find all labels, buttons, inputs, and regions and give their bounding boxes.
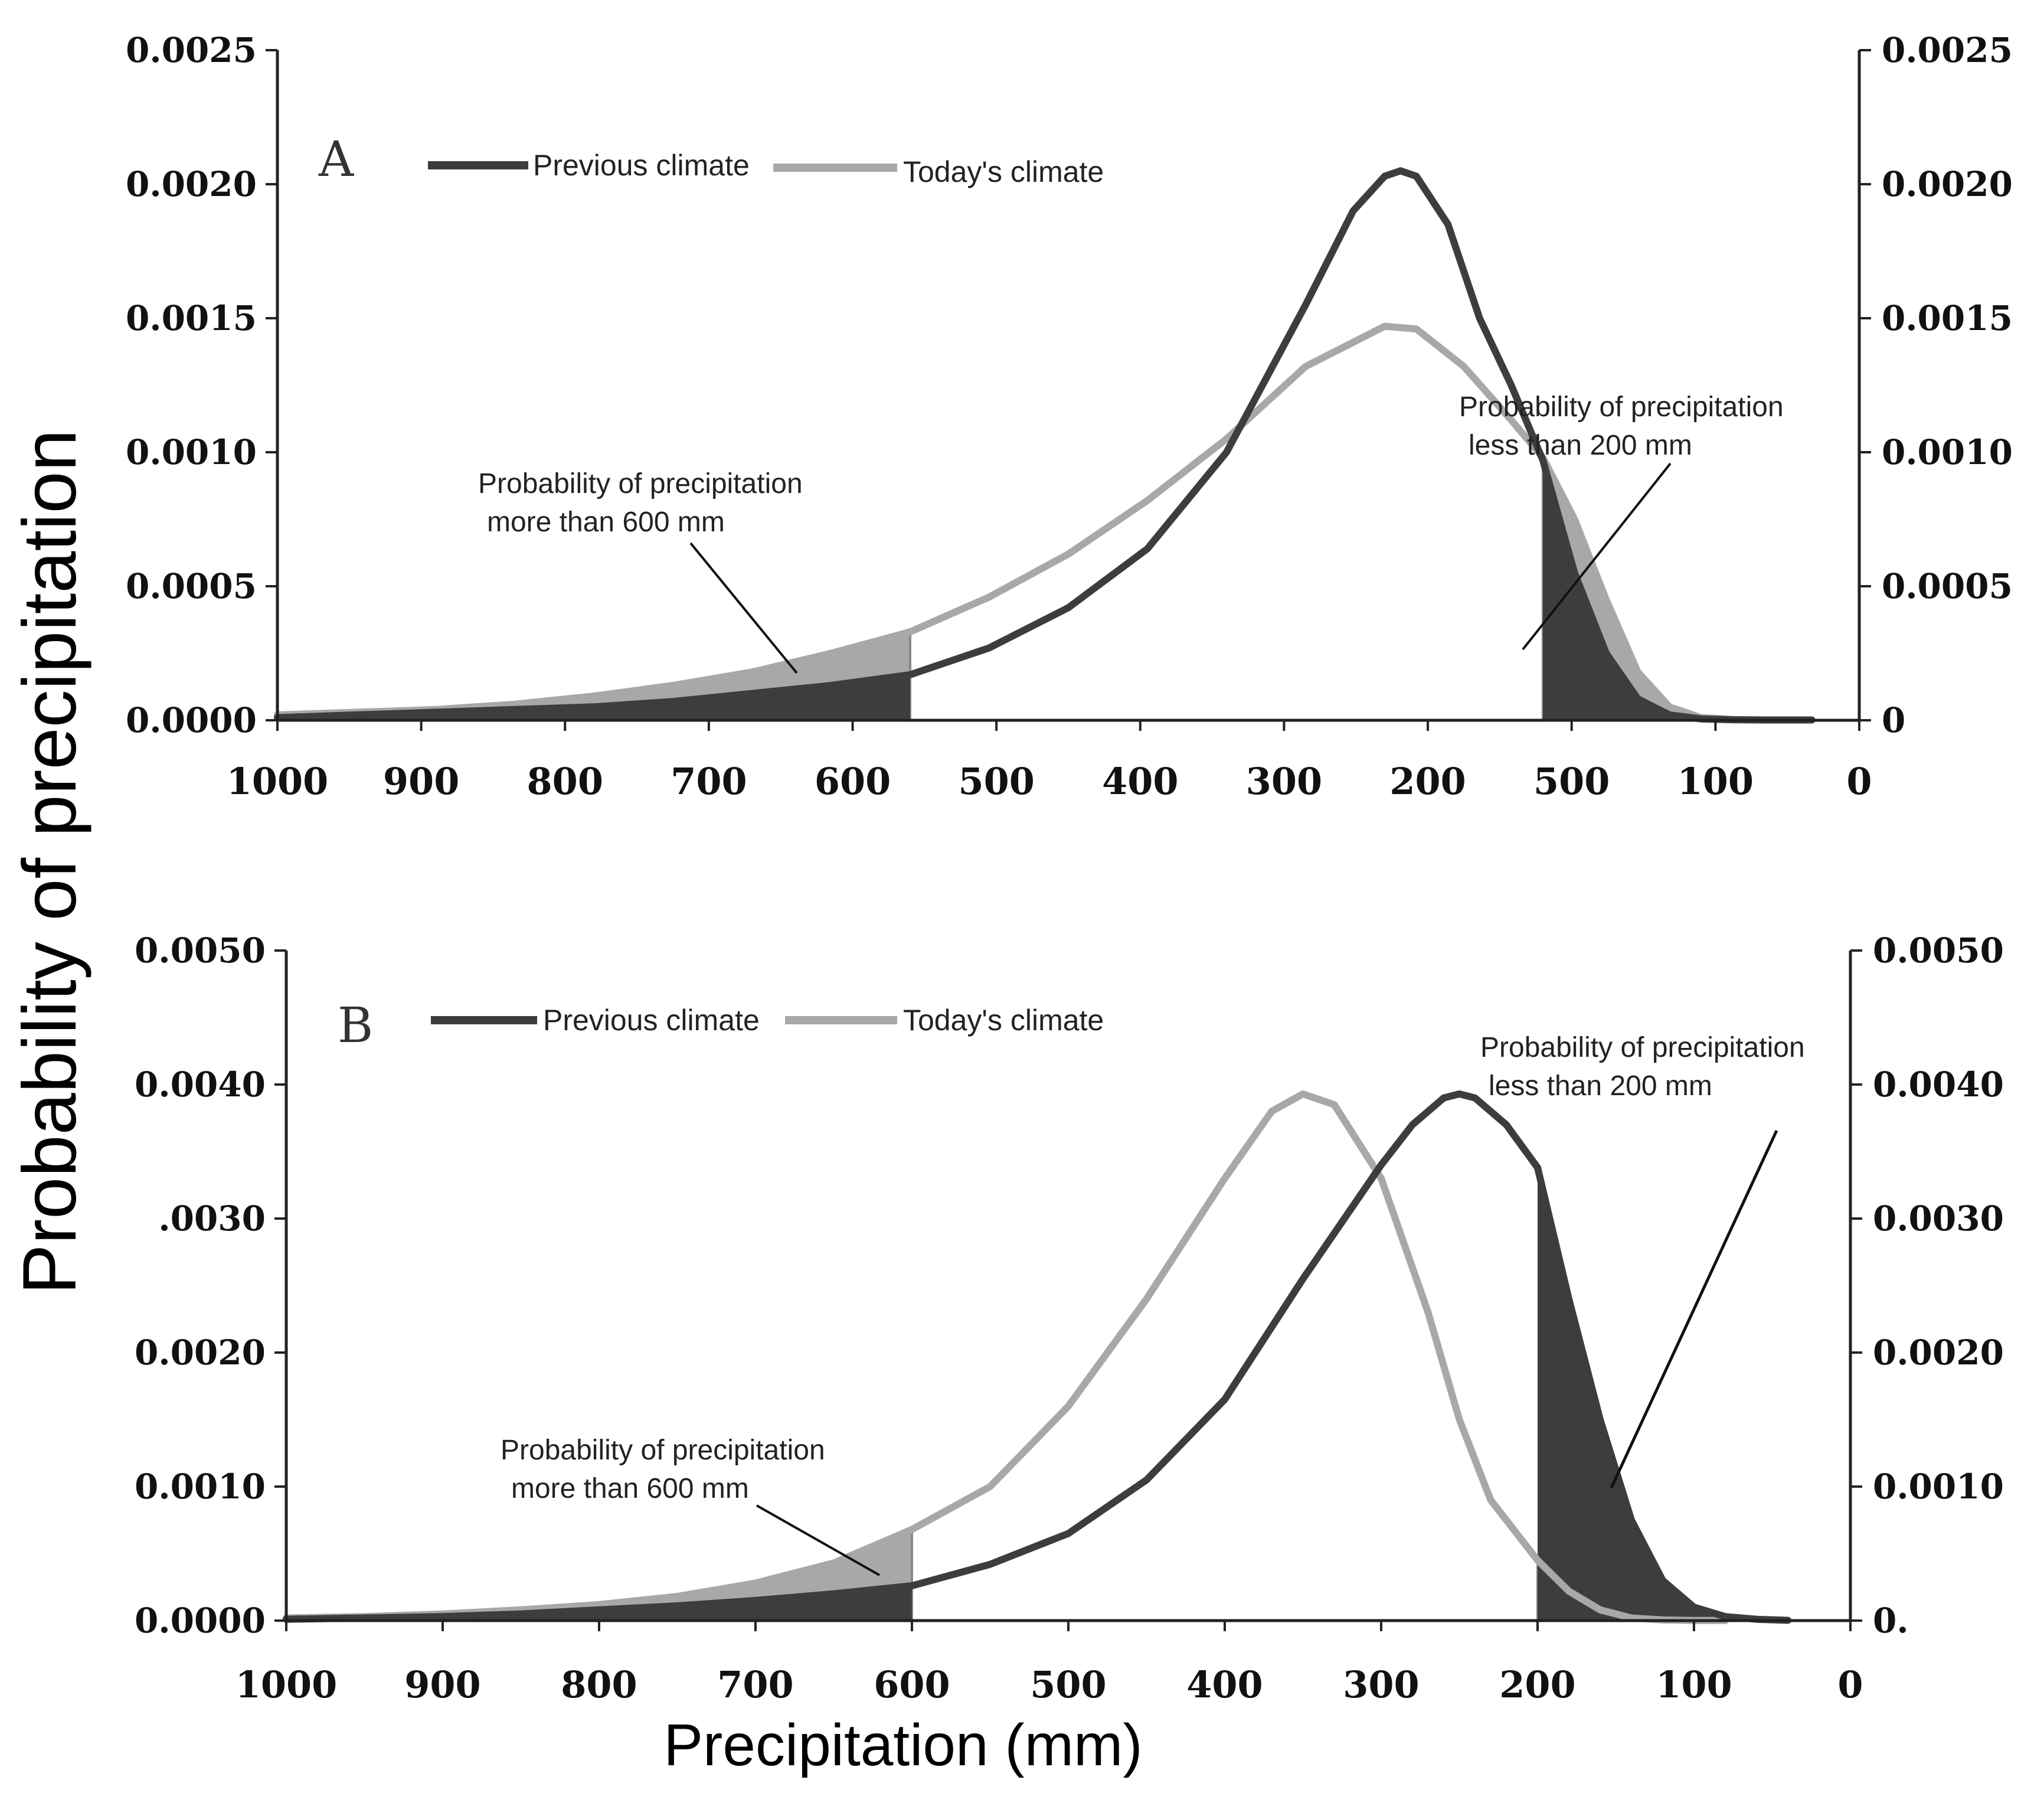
y-axis-title: Probability of precipitation — [8, 429, 92, 1295]
annotation-leader — [689, 542, 798, 674]
panel-a-y-tick-labels-left: 0.0000 0.0005 0.0010 0.0015 0.0020 0.0025 — [126, 30, 257, 740]
annotation-line: more than 600 mm — [511, 1473, 749, 1504]
x-tick-label: 500 — [1533, 760, 1610, 803]
x-tick-label: 0 — [1846, 760, 1872, 803]
x-tick-label: 1000 — [236, 1663, 338, 1706]
x-tick-label: 100 — [1656, 1663, 1732, 1706]
panel-b-y-tick-labels-right: 0. 0.0010 0.0020 0.0030 0.0040 0.0050 — [1873, 930, 2004, 1641]
panel-b-annotation-over-600: Probability of precipitation more than 6… — [501, 1435, 880, 1576]
annotation-line: less than 200 mm — [1489, 1070, 1712, 1102]
y-tick-label-right: 0 — [1882, 700, 1905, 740]
panel-b-axes — [274, 949, 1862, 1631]
legend-previous-label: Previous climate — [543, 1004, 760, 1037]
y-tick-label-right: 0.0050 — [1873, 930, 2004, 971]
panel-a-x-tick-labels: 1000 900 800 700 600 500 400 300 200 500 100 0 — [227, 760, 1872, 803]
y-tick-label-left: 0.0020 — [126, 164, 257, 204]
panel-b-legend: Previous climate Today's climate — [431, 1004, 1104, 1037]
panel-b-annotation-under-200: Probability of precipitation less than 2… — [1480, 1032, 1805, 1489]
y-tick-label-left: .0030 — [158, 1198, 266, 1239]
panel-a-legend: Previous climate Today's climate — [428, 149, 1104, 188]
panel-b-y-tick-labels-left: 0.0000 0.0010 0.0020 .0030 0.0040 0.0050 — [135, 930, 266, 1641]
shaded-previous-region — [1543, 460, 1812, 720]
legend-today-label: Today's climate — [903, 1004, 1104, 1037]
x-tick-label: 800 — [561, 1663, 637, 1706]
x-tick-label: 500 — [1030, 1663, 1106, 1706]
panel-a-shaded-previous — [277, 460, 1812, 720]
x-tick-label: 100 — [1677, 760, 1754, 803]
y-tick-label-left: 0.0010 — [126, 432, 257, 472]
y-tick-label-right: 0.0010 — [1873, 1467, 2004, 1507]
x-tick-label: 700 — [671, 760, 747, 803]
x-tick-label: 600 — [815, 760, 891, 803]
panel-a-curves — [274, 167, 1816, 724]
x-tick-label: 900 — [383, 760, 459, 803]
annotation-line: less than 200 mm — [1469, 430, 1692, 461]
y-tick-label-right: 0.0025 — [1882, 30, 2013, 70]
shaded-previous-region — [277, 674, 910, 720]
shaded-previous-region — [286, 1586, 912, 1621]
annotation-line: Probability of precipitation — [501, 1435, 825, 1466]
x-tick-label: 300 — [1343, 1663, 1419, 1706]
annotation-leader — [756, 1504, 880, 1576]
x-tick-label: 400 — [1102, 760, 1178, 803]
x-axis-title: Precipitation (mm) — [663, 1712, 1142, 1778]
panel-b: 1000 900 800 700 600 500 400 300 200 100 0 0.00000… — [135, 930, 2004, 1706]
x-tick-label: 500 — [958, 760, 1034, 803]
y-tick-label-left: 0.0050 — [135, 930, 266, 971]
panel-a-axes — [266, 49, 1871, 731]
panel-a-label: A — [318, 132, 355, 188]
annotation-line: Probability of precipitation — [1480, 1032, 1805, 1063]
y-tick-label-left: 0.0025 — [126, 30, 257, 70]
y-tick-label-right: 0.0020 — [1882, 164, 2013, 204]
panel-a-annotation-under-200: Probability of precipitation less than 2… — [1459, 391, 1784, 651]
panel-a-plot-area — [277, 50, 1859, 720]
x-tick-label: 200 — [1499, 1663, 1575, 1706]
y-tick-label-left: 0.0010 — [135, 1467, 266, 1507]
x-tick-label: 700 — [717, 1663, 793, 1706]
panel-b-x-tick-labels: 1000 900 800 700 600 500 400 300 200 100 0 — [236, 1663, 1863, 1706]
panel-b-label: B — [338, 998, 373, 1054]
panel-a-annotation-over-600: Probability of precipitation more than 6… — [478, 468, 803, 674]
y-tick-label-left: 0.0000 — [135, 1601, 266, 1641]
y-tick-label-left: 0.0000 — [126, 700, 257, 740]
legend-previous-label: Previous climate — [533, 149, 750, 182]
panel-a-y-tick-labels-right: 0 0.0005 0.0010 0.0015 0.0020 0.0025 — [1882, 30, 2013, 740]
annotation-line: Probability of precipitation — [478, 468, 803, 499]
x-tick-label: 600 — [874, 1663, 950, 1706]
y-tick-label-right: 0.0010 — [1882, 432, 2013, 472]
x-tick-label: 900 — [404, 1663, 480, 1706]
y-tick-label-right: 0.0030 — [1873, 1198, 2004, 1239]
annotation-line: more than 600 mm — [487, 507, 725, 538]
y-tick-label-right: 0.0020 — [1873, 1332, 2004, 1373]
panel-a: 1000 900 800 700 600 500 400 300 200 500 100 0 0.00… — [126, 30, 2013, 803]
shaded-previous-region — [1538, 1167, 1788, 1621]
annotation-leader — [1522, 462, 1672, 651]
x-tick-label: 0 — [1837, 1663, 1863, 1706]
y-tick-label-right: 0. — [1873, 1601, 1909, 1641]
x-tick-label: 800 — [527, 760, 603, 803]
annotation-line: Probability of precipitation — [1459, 391, 1784, 423]
y-tick-label-right: 0.0040 — [1873, 1064, 2004, 1105]
y-tick-label-left: 0.0040 — [135, 1064, 266, 1105]
y-tick-label-left: 0.0005 — [126, 566, 257, 606]
y-tick-label-left: 0.0020 — [135, 1332, 266, 1373]
x-tick-label: 1000 — [227, 760, 329, 803]
legend-today-label: Today's climate — [903, 155, 1104, 188]
x-tick-label: 400 — [1186, 1663, 1263, 1706]
annotation-leader — [1610, 1129, 1778, 1489]
y-tick-label-right: 0.0015 — [1882, 298, 2013, 338]
y-tick-label-right: 0.0005 — [1882, 566, 2013, 606]
y-tick-label-left: 0.0015 — [126, 298, 257, 338]
x-tick-label: 200 — [1389, 760, 1466, 803]
x-tick-label: 300 — [1246, 760, 1322, 803]
panel-b-shaded-previous — [286, 1167, 1788, 1621]
today-climate-curve — [274, 322, 1816, 724]
